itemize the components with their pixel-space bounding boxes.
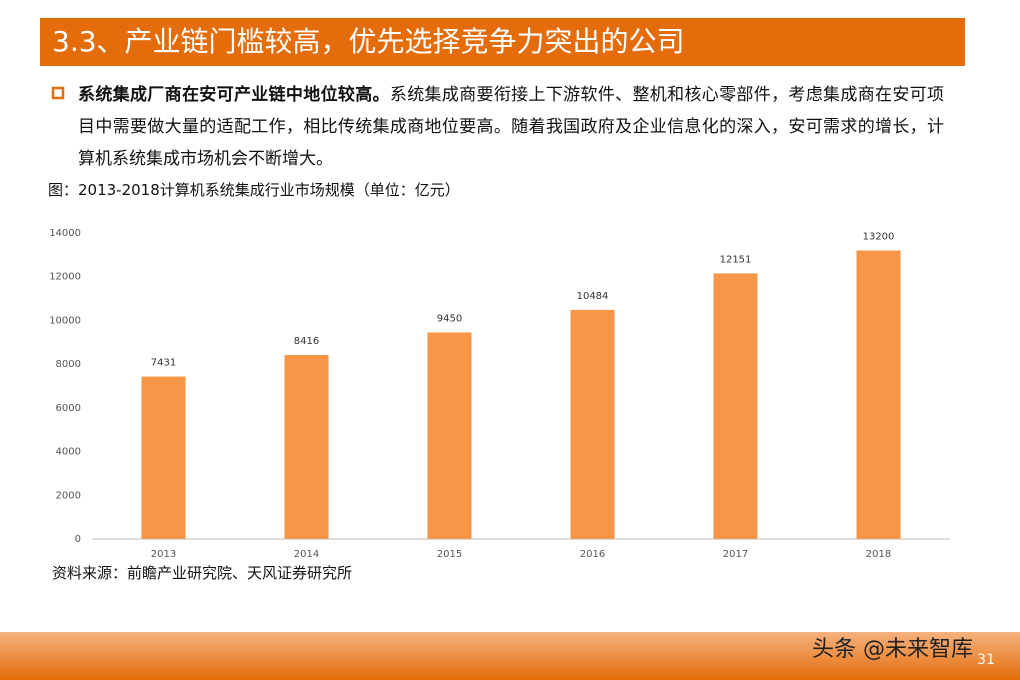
x-tick-label: 2015 — [437, 549, 462, 560]
bar — [141, 376, 186, 539]
bullet-paragraph: 系统集成厂商在安可产业链中地位较高。系统集成商要衔接上下游软件、整机和核心零部件… — [78, 79, 944, 175]
data-label: 12151 — [720, 254, 752, 265]
y-tick-label: 12000 — [49, 272, 81, 283]
chart-caption: 图：2013-2018计算机系统集成行业市场规模（单位：亿元） — [48, 181, 460, 199]
x-tick-label: 2014 — [294, 549, 319, 560]
bullet-text: 系统集成商要衔接上下游软件、整机和核心零部件，考虑集成商在安可项目中需要做大量的… — [78, 85, 945, 169]
page-number: 31 — [977, 652, 995, 668]
bullet-icon — [51, 86, 65, 100]
footer-band — [0, 632, 1020, 680]
source-note: 资料来源：前瞻产业研究院、天风证券研究所 — [52, 564, 353, 582]
bullet-lead: 系统集成厂商在安可产业链中地位较高。 — [78, 85, 390, 105]
y-tick-label: 6000 — [56, 403, 81, 414]
x-tick-label: 2017 — [723, 549, 748, 560]
y-tick-label: 10000 — [49, 315, 81, 326]
data-label: 13200 — [863, 231, 895, 242]
x-tick-label: 2013 — [151, 549, 176, 560]
header-bar — [40, 18, 965, 66]
bar — [713, 273, 758, 539]
bar — [284, 355, 329, 539]
y-tick-label: 8000 — [56, 359, 81, 370]
data-label: 9450 — [437, 313, 462, 324]
watermark: 头条 @未来智库 — [812, 637, 973, 662]
bar — [427, 332, 472, 539]
x-tick-label: 2018 — [866, 549, 891, 560]
bar — [570, 309, 615, 539]
y-tick-label: 14000 — [49, 228, 81, 239]
x-tick-label: 2016 — [580, 549, 605, 560]
data-label: 8416 — [294, 336, 319, 347]
bar — [856, 250, 901, 539]
y-tick-label: 4000 — [56, 447, 81, 458]
data-label: 10484 — [577, 291, 609, 302]
y-tick-label: 0 — [75, 534, 81, 545]
chart: 0 2000 4000 6000 8000 10000 12000 14000 2013 7431… — [49, 228, 950, 560]
y-tick-label: 2000 — [56, 490, 81, 501]
header-title: 3.3、产业链门槛较高，优先选择竞争力突出的公司 — [52, 25, 685, 58]
data-label: 7431 — [151, 358, 176, 369]
